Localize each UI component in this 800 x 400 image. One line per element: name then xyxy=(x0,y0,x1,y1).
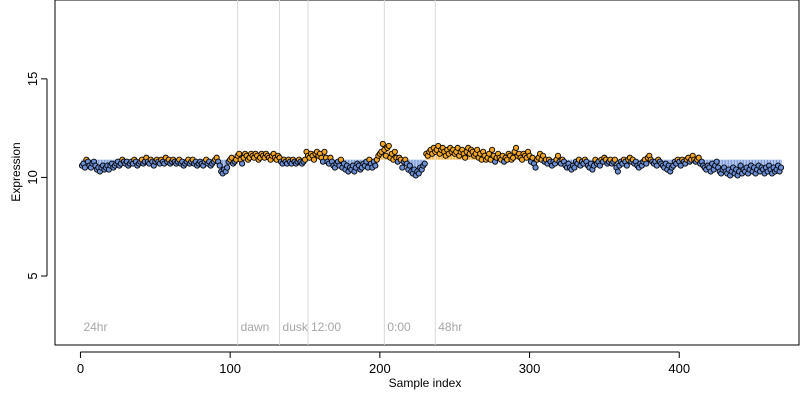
section-label: 24hr xyxy=(83,320,107,334)
data-point xyxy=(421,160,428,167)
data-point xyxy=(337,156,344,163)
data-point xyxy=(695,154,702,161)
section-dividers xyxy=(237,0,436,345)
y-tick-label: 15 xyxy=(25,72,40,86)
data-point xyxy=(372,162,379,169)
data-point xyxy=(571,164,578,171)
data-point xyxy=(474,146,481,153)
data-point xyxy=(532,164,539,171)
section-label: 12:00 xyxy=(311,320,341,334)
data-point xyxy=(236,150,243,157)
y-tick-label: 5 xyxy=(25,272,40,279)
section-label: dawn xyxy=(241,320,270,334)
data-point xyxy=(385,142,392,149)
x-tick-label: 200 xyxy=(369,361,391,376)
x-tick-label: 400 xyxy=(668,361,690,376)
section-label: dusk xyxy=(283,320,309,334)
data-point xyxy=(777,164,785,171)
x-tick-label: 100 xyxy=(219,361,241,376)
plot-frame xyxy=(54,0,800,346)
data-point xyxy=(489,146,496,153)
data-point xyxy=(321,148,328,155)
data-point xyxy=(643,160,650,167)
data-point xyxy=(513,144,520,151)
x-axis: 0 100 200 300 400 xyxy=(77,351,690,376)
y-tick-label: 10 xyxy=(25,170,40,184)
data-point xyxy=(611,156,618,163)
data-point xyxy=(310,156,318,163)
section-label: 48hr xyxy=(438,320,462,334)
data-point xyxy=(406,162,413,169)
y-axis-title: Expression xyxy=(9,142,23,201)
section-labels: 24hr dawn dusk 12:00 0:00 48hr xyxy=(83,320,462,334)
x-tick-label: 300 xyxy=(519,361,541,376)
section-label: 0:00 xyxy=(387,320,411,334)
data-point xyxy=(379,140,386,147)
data-points xyxy=(78,140,785,179)
data-point xyxy=(713,158,720,165)
data-point xyxy=(399,164,406,171)
data-point xyxy=(415,170,422,177)
data-point xyxy=(216,162,223,169)
data-point xyxy=(614,168,621,175)
x-tick-label: 0 xyxy=(77,361,84,376)
data-point xyxy=(623,162,630,169)
data-point xyxy=(554,152,562,159)
data-point xyxy=(224,164,231,171)
data-point xyxy=(539,152,547,159)
data-point xyxy=(239,160,246,167)
data-point xyxy=(596,162,603,169)
data-point xyxy=(737,162,744,169)
y-axis: 5 10 15 xyxy=(25,72,48,280)
x-axis-title: Sample index xyxy=(389,376,462,390)
data-point xyxy=(391,148,398,155)
data-point xyxy=(462,154,469,161)
